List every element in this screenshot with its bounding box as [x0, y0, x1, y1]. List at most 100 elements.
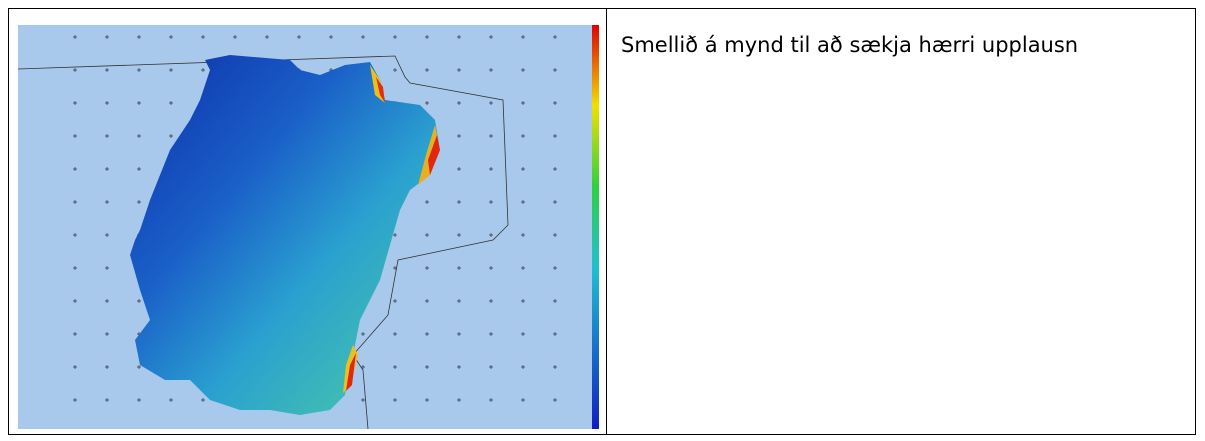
grid-marker: [521, 266, 525, 270]
grid-marker: [553, 200, 557, 204]
grid-marker: [425, 35, 429, 39]
grid-marker: [457, 233, 461, 237]
grid-marker: [137, 200, 141, 204]
grid-marker: [489, 365, 493, 369]
grid-marker: [137, 299, 141, 303]
grid-marker: [489, 398, 493, 402]
grid-marker: [457, 200, 461, 204]
grid-marker: [137, 365, 141, 369]
grid-marker: [425, 332, 429, 336]
grid-marker: [425, 266, 429, 270]
grid-marker: [361, 35, 365, 39]
bathymetry-map[interactable]: [18, 25, 599, 429]
grid-marker: [201, 68, 205, 72]
grid-marker: [393, 398, 397, 402]
grid-marker: [73, 233, 77, 237]
grid-marker: [521, 332, 525, 336]
grid-marker: [521, 134, 525, 138]
grid-marker: [521, 68, 525, 72]
grid-marker: [489, 101, 493, 105]
grid-marker: [73, 200, 77, 204]
grid-marker: [137, 68, 141, 72]
grid-marker: [393, 68, 397, 72]
grid-marker: [169, 101, 173, 105]
survey-area: [130, 55, 440, 415]
grid-marker: [457, 167, 461, 171]
grid-marker: [521, 200, 525, 204]
grid-marker: [553, 68, 557, 72]
grid-marker: [137, 134, 141, 138]
grid-marker: [233, 35, 237, 39]
grid-marker: [73, 266, 77, 270]
grid-marker: [457, 299, 461, 303]
grid-marker: [105, 101, 109, 105]
grid-marker: [425, 200, 429, 204]
grid-marker: [489, 200, 493, 204]
grid-marker: [393, 365, 397, 369]
grid-marker: [425, 68, 429, 72]
grid-marker: [169, 398, 173, 402]
grid-marker: [105, 35, 109, 39]
table-border: [8, 8, 1196, 435]
grid-marker: [425, 101, 429, 105]
grid-marker: [553, 167, 557, 171]
grid-marker: [489, 233, 493, 237]
grid-marker: [393, 299, 397, 303]
grid-marker: [73, 68, 77, 72]
grid-marker: [137, 35, 141, 39]
grid-marker: [73, 134, 77, 138]
grid-marker: [297, 35, 301, 39]
grid-marker: [457, 101, 461, 105]
caption-text: Smellið á mynd til að sækja hærri upplau…: [621, 33, 1079, 57]
grid-marker: [105, 134, 109, 138]
grid-marker: [105, 398, 109, 402]
grid-marker: [361, 332, 365, 336]
shallow-edge: [376, 77, 385, 103]
grid-marker: [169, 35, 173, 39]
grid-marker: [361, 398, 365, 402]
grid-marker: [553, 299, 557, 303]
grid-marker: [489, 35, 493, 39]
shallow-edge: [428, 135, 440, 175]
grid-marker: [105, 200, 109, 204]
grid-marker: [73, 167, 77, 171]
grid-marker: [393, 35, 397, 39]
grid-marker: [73, 35, 77, 39]
grid-marker: [73, 365, 77, 369]
grid-marker: [137, 398, 141, 402]
grid-marker: [521, 299, 525, 303]
grid-marker: [489, 134, 493, 138]
grid-marker: [73, 101, 77, 105]
grid-marker: [457, 35, 461, 39]
grid-marker: [361, 365, 365, 369]
grid-marker: [201, 398, 205, 402]
grid-marker: [73, 332, 77, 336]
grid-marker: [521, 167, 525, 171]
grid-marker: [521, 101, 525, 105]
grid-marker: [489, 266, 493, 270]
grid-marker: [393, 233, 397, 237]
grid-marker: [553, 35, 557, 39]
shallow-edge: [346, 353, 356, 391]
grid-marker: [425, 365, 429, 369]
grid-marker: [105, 68, 109, 72]
grid-marker: [425, 299, 429, 303]
grid-marker: [105, 299, 109, 303]
cell-divider: [606, 8, 607, 435]
grid-marker: [457, 68, 461, 72]
grid-marker: [73, 398, 77, 402]
grid-marker: [457, 266, 461, 270]
grid-marker: [553, 233, 557, 237]
grid-marker: [105, 365, 109, 369]
grid-marker: [105, 266, 109, 270]
grid-marker: [553, 398, 557, 402]
grid-marker: [169, 68, 173, 72]
grid-marker: [137, 167, 141, 171]
shallow-edge: [418, 125, 440, 185]
grid-marker: [329, 35, 333, 39]
grid-marker: [425, 233, 429, 237]
grid-marker: [521, 233, 525, 237]
grid-marker: [553, 365, 557, 369]
grid-marker: [457, 134, 461, 138]
